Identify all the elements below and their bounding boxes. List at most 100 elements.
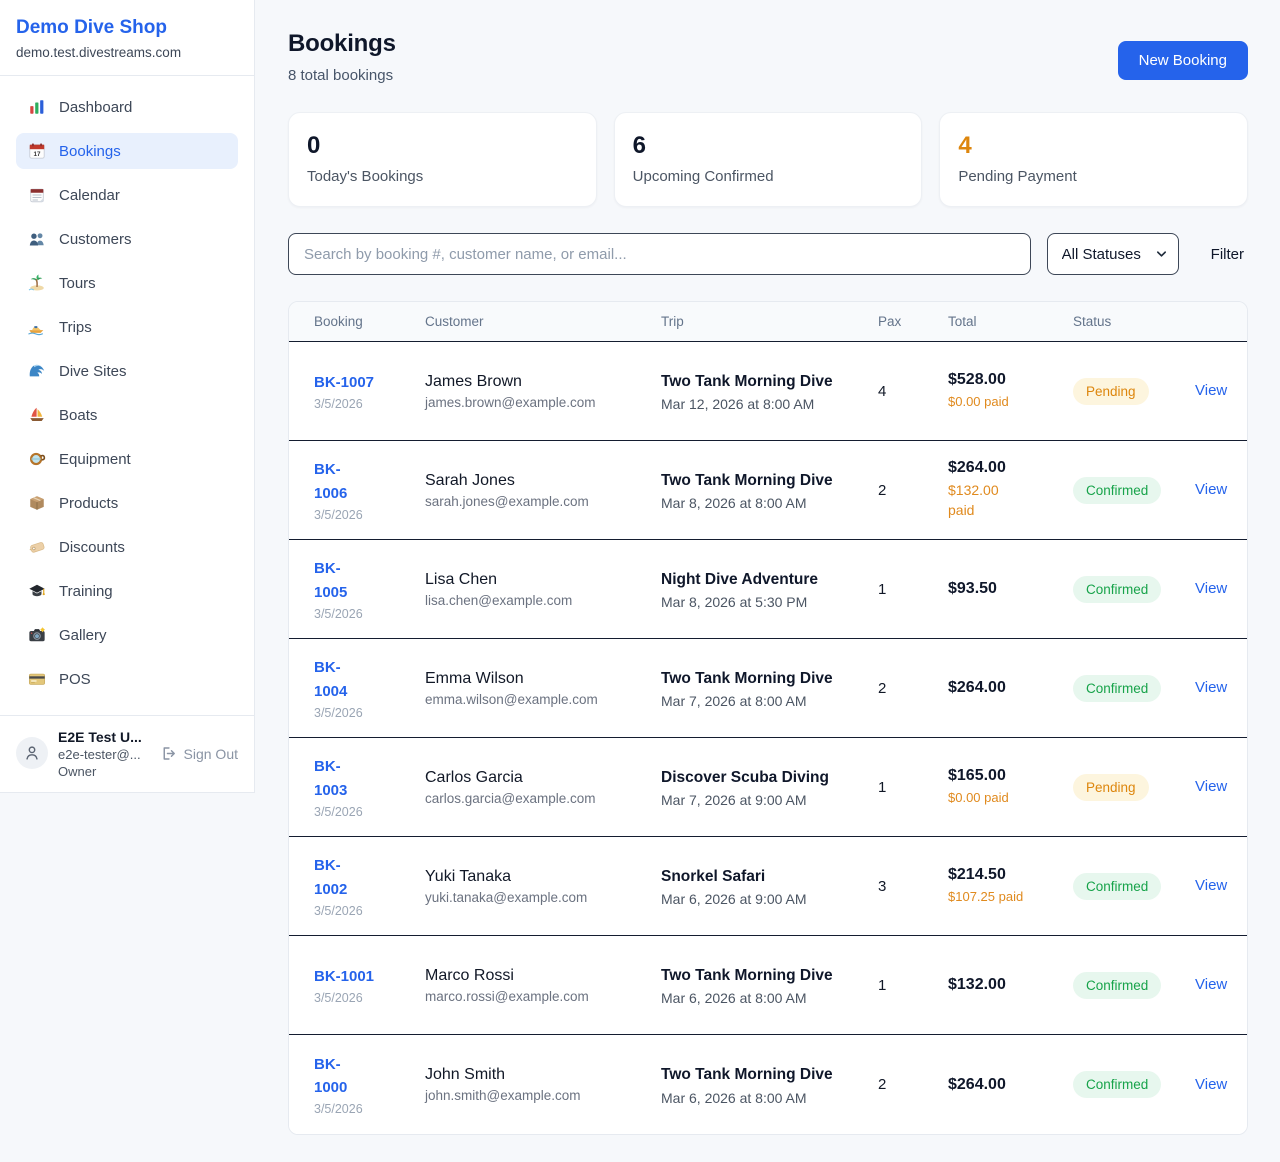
- filter-row: All Statuses Filter: [288, 233, 1248, 275]
- view-link[interactable]: View: [1195, 382, 1228, 399]
- status-badge: Confirmed: [1073, 971, 1162, 999]
- sidebar-item-pos[interactable]: POS: [16, 661, 238, 697]
- booking-id-link[interactable]: BK- 1003: [314, 758, 348, 799]
- view-link[interactable]: View: [1195, 877, 1228, 894]
- stat-label: Upcoming Confirmed: [632, 168, 774, 185]
- booking-id-link[interactable]: BK- 1006: [314, 461, 348, 502]
- notepad-calendar-icon: [28, 186, 46, 204]
- customer-email: james.brown@example.com: [425, 394, 596, 410]
- booking-id-link[interactable]: BK- 1002: [314, 857, 348, 898]
- customer-name: Marco Rossi: [425, 966, 514, 984]
- sidebar-item-dashboard[interactable]: Dashboard: [16, 89, 238, 125]
- status-select[interactable]: All Statuses: [1046, 233, 1179, 275]
- total-amount: $132.00: [948, 976, 1006, 993]
- booking-id-link[interactable]: BK- 1004: [314, 659, 348, 700]
- sidebar-item-label: Discounts: [59, 538, 125, 556]
- sidebar-footer: E2E Test U... e2e-tester@... Owner Sign …: [0, 715, 254, 792]
- trip-name: Two Tank Morning Dive: [661, 966, 833, 984]
- table-row: BK- 1004 3/5/2026 Emma Wilson emma.wilson@ex…: [289, 639, 1247, 738]
- trip-cell: Two Tank Morning Dive Mar 6, 2026 at 8:00…: [661, 1063, 878, 1105]
- sidebar-item-products[interactable]: Products: [16, 485, 238, 521]
- status-cell: Confirmed: [1073, 674, 1195, 702]
- sidebar-item-tours[interactable]: Tours: [16, 265, 238, 301]
- customer-cell: John Smith john.smith@example.com: [425, 1066, 661, 1103]
- search-input[interactable]: [288, 233, 1031, 275]
- trip-name: Discover Scuba Diving: [661, 768, 829, 786]
- view-link[interactable]: View: [1195, 580, 1228, 597]
- credit-card-icon: [28, 670, 46, 688]
- customer-name: Lisa Chen: [425, 570, 498, 588]
- sign-out-button[interactable]: Sign Out: [160, 745, 238, 762]
- trip-name: Two Tank Morning Dive: [661, 471, 833, 489]
- status-cell: Pending: [1073, 773, 1195, 801]
- sidebar-nav: Dashboard 17 Bookings Calendar Customers Tour…: [0, 76, 254, 715]
- view-cell: View: [1195, 877, 1227, 895]
- sidebar-item-customers[interactable]: Customers: [16, 221, 238, 257]
- island-icon: [28, 274, 46, 292]
- sidebar-item-trips[interactable]: Trips: [16, 309, 238, 345]
- booking-id-link[interactable]: BK- 1000: [314, 1055, 348, 1096]
- sidebar-item-discounts[interactable]: Discounts: [16, 529, 238, 565]
- sidebar-item-label: Equipment: [59, 450, 131, 468]
- sidebar-item-gallery[interactable]: Gallery: [16, 617, 238, 653]
- booking-id-link[interactable]: BK-1007: [314, 373, 375, 391]
- status-cell: Confirmed: [1073, 575, 1195, 603]
- view-link[interactable]: View: [1195, 679, 1228, 696]
- trip-cell: Night Dive Adventure Mar 8, 2026 at 5:30 …: [661, 568, 878, 610]
- booking-cell: BK- 1003 3/5/2026: [314, 755, 425, 819]
- booking-id-link[interactable]: BK-1001: [314, 967, 375, 985]
- sidebar-item-equipment[interactable]: Equipment: [16, 441, 238, 477]
- view-link[interactable]: View: [1195, 1075, 1228, 1093]
- view-cell: View: [1195, 580, 1227, 598]
- person-icon: [26, 746, 38, 760]
- total-amount: $165.00: [948, 766, 1006, 784]
- filter-button[interactable]: Filter: [1210, 245, 1244, 263]
- view-link[interactable]: View: [1195, 976, 1228, 993]
- view-link[interactable]: View: [1195, 481, 1228, 498]
- stat-card-todays-bookings: 0 Today's Bookings: [288, 112, 597, 207]
- total-cell: $93.50: [948, 580, 1073, 598]
- booking-id-link[interactable]: BK- 1005: [314, 560, 348, 601]
- customer-name: Yuki Tanaka: [425, 867, 511, 885]
- booking-date: 3/5/2026: [314, 705, 363, 720]
- sidebar-item-calendar[interactable]: Calendar: [16, 177, 238, 213]
- customer-name: Carlos Garcia: [425, 768, 523, 786]
- pax-value: 2: [878, 1076, 887, 1093]
- new-booking-button[interactable]: New Booking: [1117, 41, 1248, 80]
- sidebar-item-bookings[interactable]: 17 Bookings: [16, 133, 238, 169]
- trip-datetime: Mar 6, 2026 at 8:00 AM: [661, 1089, 807, 1106]
- wave-icon: [28, 362, 46, 380]
- booking-date: 3/5/2026: [314, 804, 363, 819]
- table-row: BK- 1006 3/5/2026 Sarah Jones sarah.jones@ex…: [289, 441, 1247, 540]
- svg-text:17: 17: [33, 151, 41, 158]
- pax-value: 2: [878, 481, 887, 499]
- status-badge: Confirmed: [1073, 1071, 1162, 1098]
- booking-date: 3/5/2026: [314, 991, 363, 1006]
- total-amount: $264.00: [948, 459, 1006, 477]
- customer-email: lisa.chen@example.com: [425, 592, 573, 608]
- sidebar-item-label: Training: [59, 582, 113, 600]
- trip-name: Two Tank Morning Dive: [661, 669, 833, 687]
- sidebar-item-label: Bookings: [59, 142, 121, 160]
- sidebar-item-boats[interactable]: Boats: [16, 397, 238, 433]
- booking-cell: BK- 1000 3/5/2026: [314, 1053, 425, 1117]
- trip-name: Night Dive Adventure: [661, 570, 819, 588]
- view-cell: View: [1195, 382, 1227, 400]
- trip-cell: Two Tank Morning Dive Mar 7, 2026 at 8:00…: [661, 667, 878, 709]
- sidebar-item-dive-sites[interactable]: Dive Sites: [16, 353, 238, 389]
- booking-date: 3/5/2026: [314, 606, 363, 621]
- total-cell: $264.00: [948, 1076, 1073, 1094]
- column-header-booking: Booking: [314, 314, 363, 329]
- customer-cell: Marco Rossi marco.rossi@example.com: [425, 967, 661, 1004]
- customer-cell: Lisa Chen lisa.chen@example.com: [425, 571, 661, 608]
- sailboat-icon: [28, 406, 46, 424]
- customer-email: yuki.tanaka@example.com: [425, 889, 588, 905]
- column-header-customer: Customer: [425, 314, 484, 329]
- stat-value: 4: [958, 132, 972, 159]
- sidebar-item-training[interactable]: Training: [16, 573, 238, 609]
- bar-chart-icon: [28, 98, 46, 116]
- total-amount: $214.50: [948, 865, 1006, 883]
- booking-date: 3/5/2026: [314, 1102, 363, 1117]
- view-link[interactable]: View: [1195, 778, 1228, 795]
- tag-icon: [28, 538, 46, 556]
